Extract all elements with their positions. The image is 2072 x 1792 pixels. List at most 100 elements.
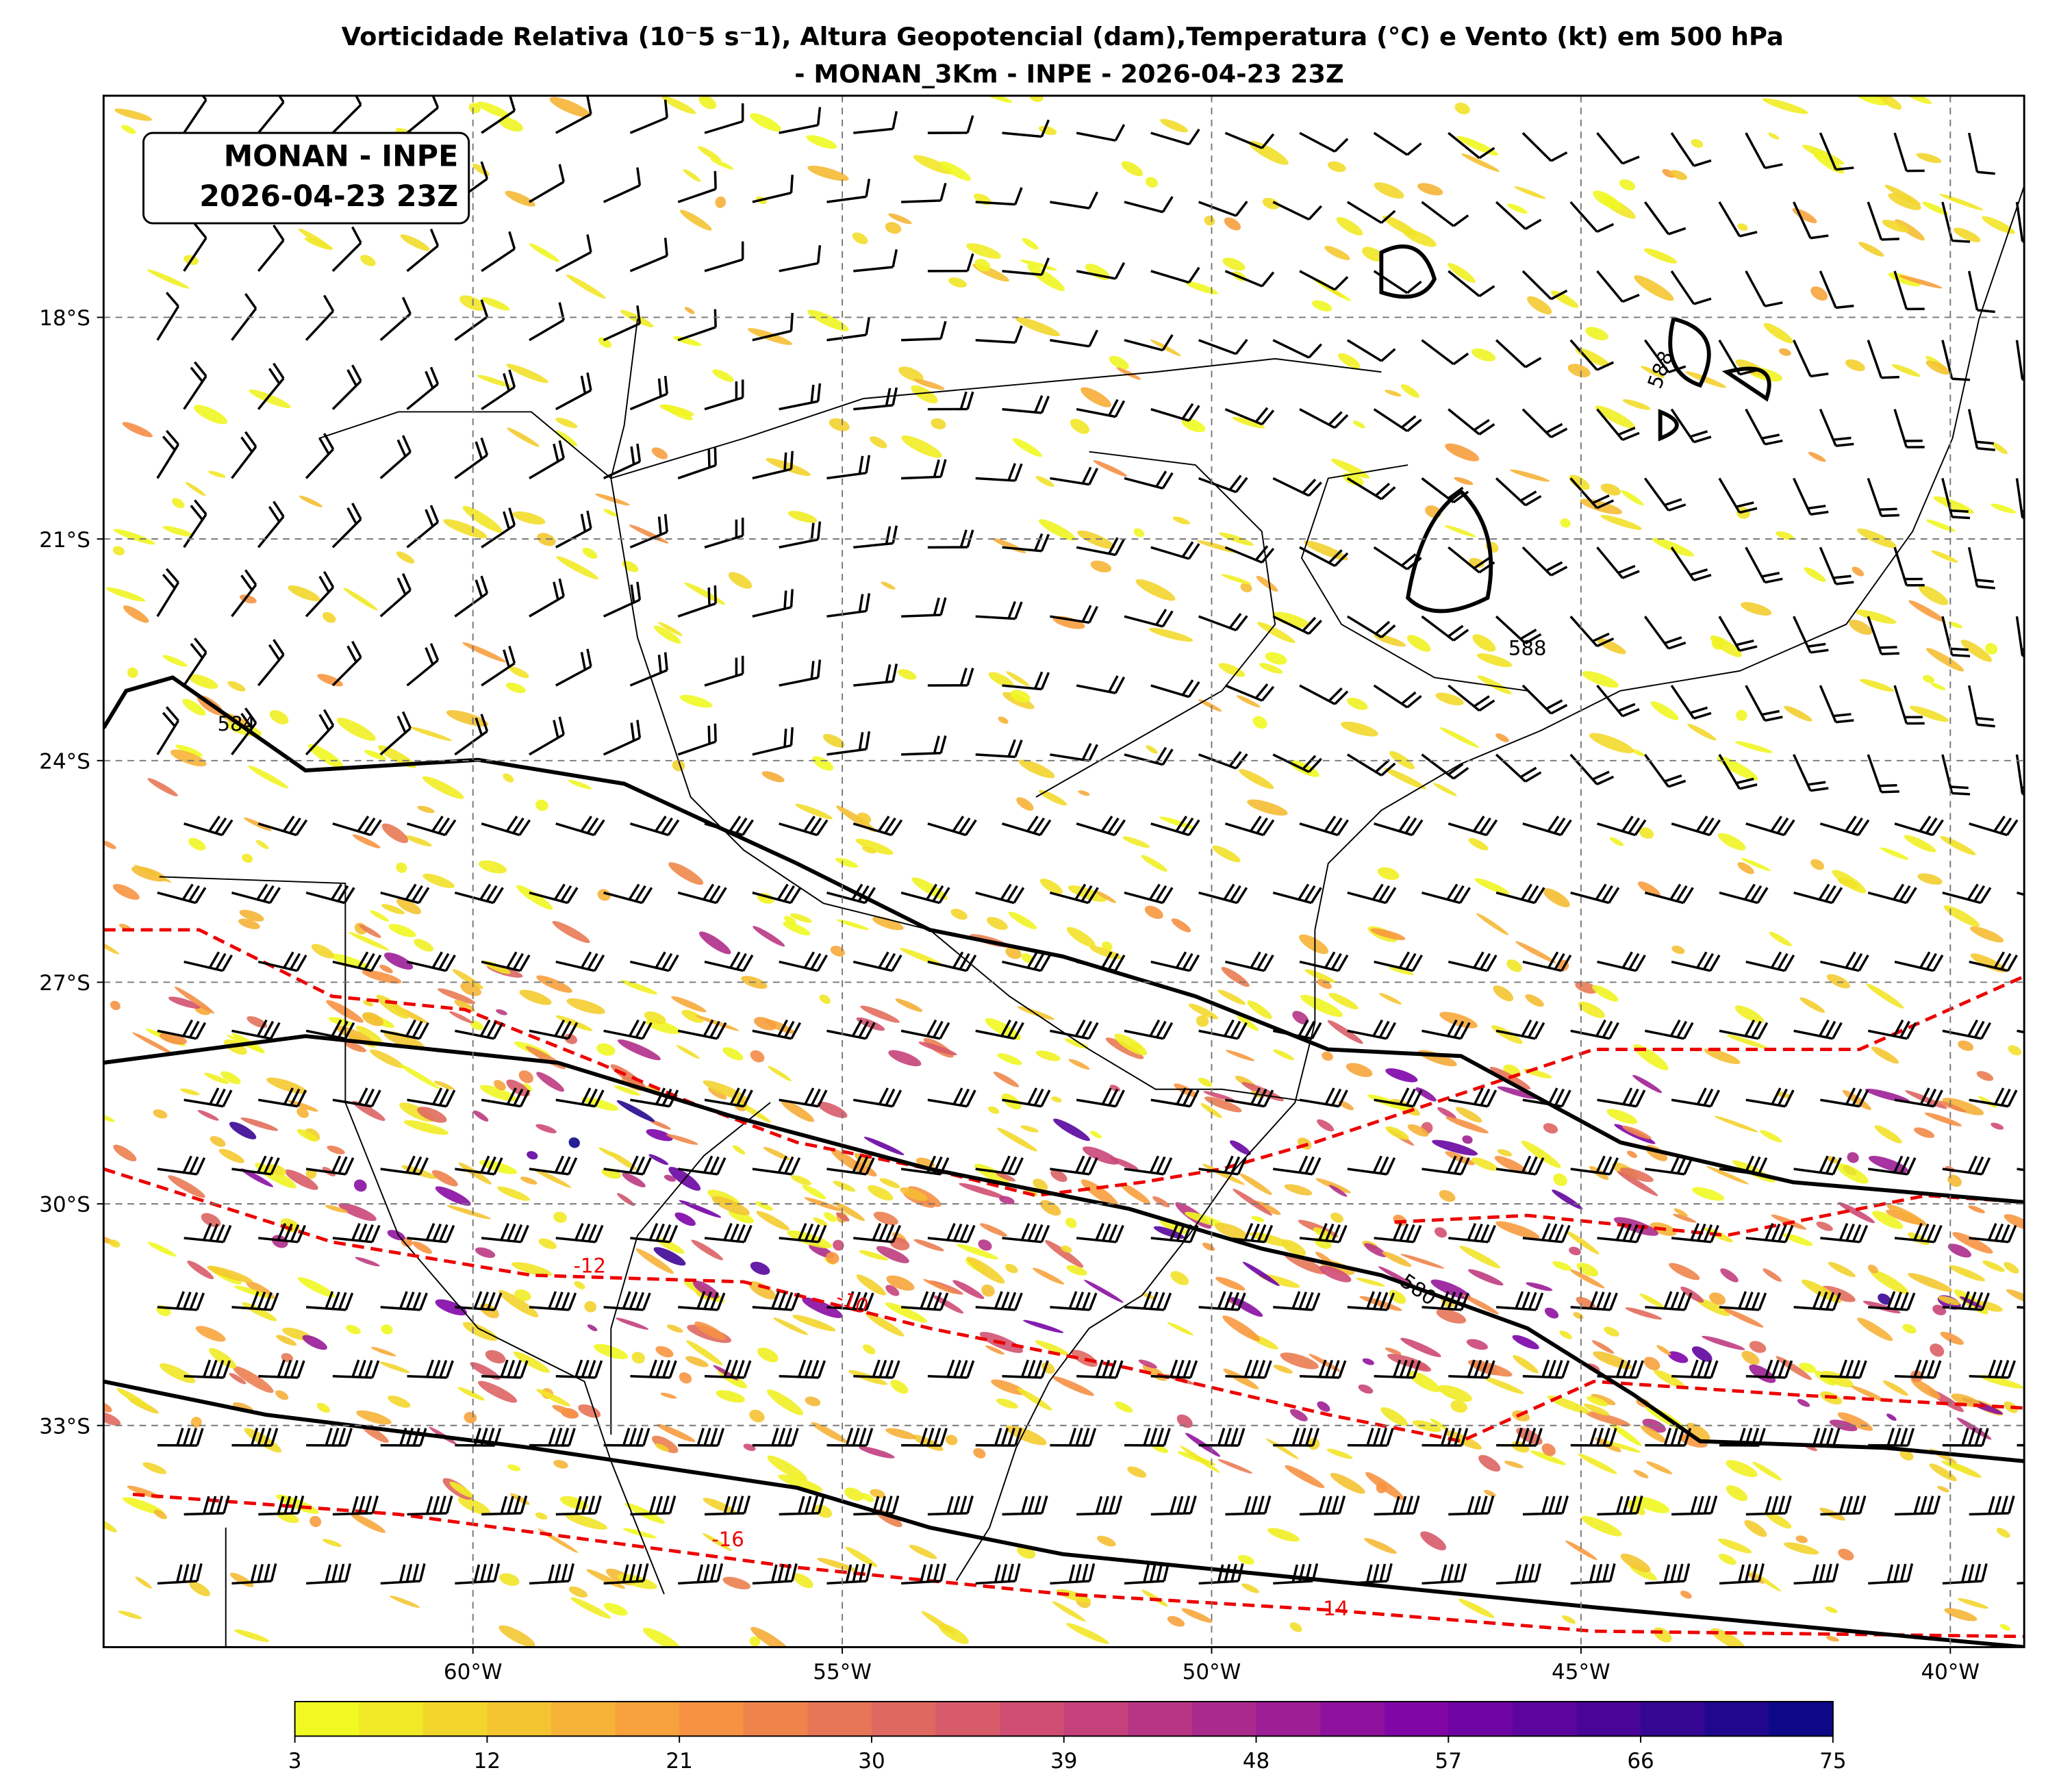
vorticity-cell bbox=[1879, 95, 1902, 110]
wind-barb bbox=[1374, 1087, 1423, 1108]
vorticity-cell bbox=[1432, 783, 1457, 796]
vorticity-cell bbox=[1627, 1150, 1637, 1159]
vorticity-cell bbox=[240, 1168, 273, 1187]
vorticity-cell bbox=[1874, 1125, 1902, 1144]
vorticity-cell bbox=[757, 1347, 779, 1363]
vorticity-cell bbox=[1114, 1401, 1133, 1413]
vorticity-cell bbox=[597, 889, 611, 901]
vorticity-cell bbox=[1710, 1628, 1745, 1648]
wind-barb bbox=[1820, 951, 1869, 972]
vorticity-cell bbox=[1322, 1051, 1333, 1061]
vorticity-cell bbox=[514, 1289, 531, 1302]
vorticity-cell bbox=[1327, 1020, 1363, 1044]
vorticity-cell bbox=[535, 1512, 548, 1520]
vorticity-cell bbox=[388, 1396, 411, 1408]
vorticity-cell bbox=[1170, 1271, 1189, 1285]
colorbar-cell bbox=[871, 1701, 937, 1737]
vorticity-cell bbox=[668, 862, 704, 885]
vorticity-cell bbox=[1937, 1485, 1949, 1493]
vorticity-cell bbox=[1185, 281, 1218, 294]
vorticity-cell bbox=[660, 1392, 677, 1399]
wind-barb bbox=[2043, 952, 2072, 970]
vorticity-cell bbox=[147, 269, 190, 289]
vorticity-cell bbox=[921, 1611, 957, 1635]
wind-barb bbox=[752, 1019, 802, 1040]
vorticity-cell bbox=[1116, 367, 1141, 380]
vorticity-cell bbox=[1153, 1226, 1185, 1239]
vorticity-cell bbox=[1232, 416, 1265, 429]
vorticity-cell bbox=[1578, 1453, 1617, 1474]
vorticity-cell bbox=[1782, 1233, 1813, 1246]
vorticity-cell bbox=[698, 95, 717, 110]
vorticity-cell bbox=[1462, 1135, 1473, 1144]
vorticity-cell bbox=[1643, 1356, 1660, 1371]
vorticity-cell bbox=[1095, 890, 1117, 903]
vorticity-cell bbox=[1765, 1512, 1792, 1529]
vorticity-cell bbox=[999, 1196, 1015, 1204]
vorticity-cell bbox=[684, 582, 726, 605]
vorticity-cell bbox=[182, 698, 206, 716]
vorticity-cell bbox=[1947, 1244, 1971, 1258]
wind-barb bbox=[629, 238, 668, 273]
wind-barb bbox=[1495, 1291, 1544, 1311]
wind-barb bbox=[1645, 1019, 1694, 1040]
vorticity-cell bbox=[1943, 905, 1980, 927]
vorticity-cell bbox=[1327, 161, 1346, 173]
vorticity-cell bbox=[1222, 1315, 1261, 1341]
vorticity-cell bbox=[536, 975, 572, 993]
vorticity-cell bbox=[1837, 1412, 1873, 1431]
vorticity-cell bbox=[417, 1107, 447, 1123]
wind-barb bbox=[454, 575, 489, 618]
vorticity-cell bbox=[651, 447, 668, 459]
vorticity-cell bbox=[692, 1280, 720, 1299]
vorticity-cell bbox=[568, 1586, 588, 1598]
wind-barb bbox=[257, 639, 285, 687]
vorticity-cell bbox=[1081, 1179, 1119, 1207]
vorticity-cell bbox=[1299, 934, 1329, 955]
vorticity-cell bbox=[505, 682, 526, 694]
vorticity-cell bbox=[1641, 1425, 1667, 1443]
wind-barb bbox=[1373, 408, 1422, 433]
wind-barb bbox=[901, 1563, 947, 1585]
vorticity-cell bbox=[1553, 1173, 1567, 1187]
wind-barb bbox=[1819, 546, 1854, 585]
wind-barb bbox=[1050, 1563, 1096, 1585]
wind-barb bbox=[2043, 1496, 2072, 1514]
wind-barb bbox=[1793, 1563, 1839, 1585]
wind-barb bbox=[407, 1222, 455, 1244]
vorticity-cell bbox=[1484, 1376, 1524, 1394]
colorbar-cell bbox=[422, 1701, 488, 1737]
vorticity-cell bbox=[1330, 1472, 1365, 1494]
vorticity-cell bbox=[1858, 242, 1884, 257]
wind-barb bbox=[677, 1019, 727, 1040]
wind-barb bbox=[752, 1428, 799, 1447]
vorticity-cell bbox=[1871, 1046, 1899, 1064]
wind-barbs bbox=[156, 95, 2072, 1585]
wind-barb bbox=[975, 1563, 1021, 1585]
wind-barb bbox=[853, 1087, 902, 1108]
vorticity-cell bbox=[505, 190, 535, 207]
vorticity-cell bbox=[1204, 1096, 1242, 1113]
vorticity-cell bbox=[1662, 168, 1675, 178]
vorticity-cell bbox=[147, 1241, 177, 1257]
vorticity-cell bbox=[1484, 1489, 1496, 1497]
wind-barb bbox=[1671, 951, 1721, 972]
vorticity-cell bbox=[412, 1241, 432, 1254]
vorticity-cell bbox=[404, 835, 432, 847]
vorticity-cell bbox=[651, 1435, 679, 1454]
wind-barb bbox=[1495, 883, 1545, 905]
vorticity-cell bbox=[981, 1284, 995, 1297]
vorticity-cell bbox=[452, 969, 483, 989]
wind-barb bbox=[1745, 685, 1783, 722]
vorticity-cell bbox=[208, 470, 226, 478]
vorticity-cell bbox=[819, 994, 831, 1005]
x-tick-label: 50°W bbox=[1183, 1660, 1241, 1684]
vorticity-cell bbox=[1869, 1155, 1908, 1173]
vorticity-cell bbox=[188, 837, 206, 851]
wind-barb bbox=[1670, 685, 1712, 720]
wind-barb bbox=[1299, 951, 1349, 972]
vorticity-cell bbox=[1362, 247, 1384, 262]
vorticity-cell bbox=[1870, 1270, 1909, 1294]
vorticity-cell bbox=[234, 1629, 270, 1642]
wind-barb bbox=[306, 1563, 352, 1585]
